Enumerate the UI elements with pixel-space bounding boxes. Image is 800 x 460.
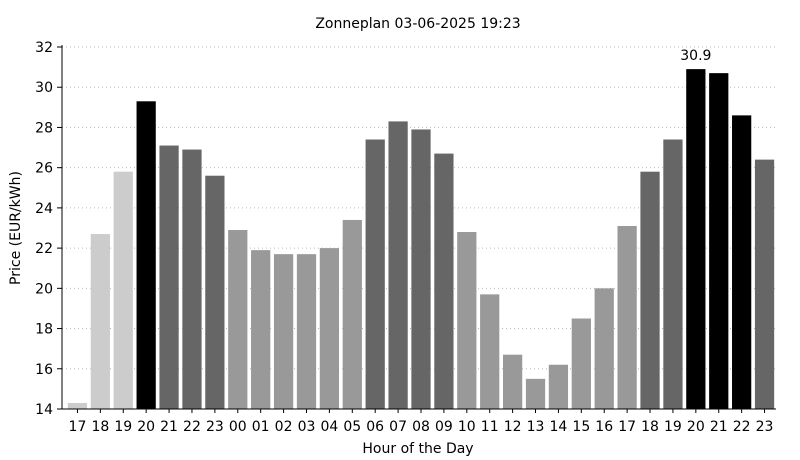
bar — [182, 149, 202, 410]
bar — [159, 145, 179, 410]
x-axis-title: Hour of the Day — [362, 441, 473, 457]
x-tick-label: 15 — [572, 419, 590, 435]
x-tick-label: 01 — [252, 419, 270, 435]
bar — [136, 101, 156, 410]
x-tick-label: 00 — [229, 419, 247, 435]
y-tick-label: 30 — [35, 80, 53, 96]
x-tick-label: 02 — [275, 419, 293, 435]
bar — [113, 171, 133, 409]
x-tick-label: 16 — [595, 419, 613, 435]
bar — [388, 121, 408, 410]
bar — [640, 171, 660, 409]
bar — [548, 364, 569, 409]
x-tick-label: 22 — [183, 419, 201, 435]
x-tick-label: 05 — [343, 419, 361, 435]
x-tick-label: 11 — [481, 419, 499, 435]
x-tick-label: 03 — [298, 419, 316, 435]
bar — [90, 234, 110, 409]
bar — [342, 219, 362, 409]
y-tick-label: 18 — [35, 322, 53, 338]
x-tick-label: 20 — [137, 419, 155, 435]
bar — [754, 159, 775, 409]
bar — [319, 248, 340, 409]
bar — [205, 175, 225, 409]
y-tick-labels: 14 16 18 20 22 24 26 28 30 32 — [35, 40, 53, 418]
y-tick-label: 28 — [35, 120, 53, 136]
y-tick-label: 14 — [35, 402, 53, 418]
x-tick-labels: 17 18 19 20 21 22 23 00 01 02 03 04 05 06 07 08 09 10 11 12… — [69, 419, 774, 435]
bar — [365, 139, 385, 409]
y-tick-label: 32 — [35, 40, 53, 56]
x-tick-label: 22 — [733, 419, 751, 435]
x-tick-label: 10 — [458, 419, 476, 435]
y-axis-title: Price (EUR/kWh) — [8, 171, 24, 285]
x-tick-label: 14 — [550, 419, 568, 435]
bar — [457, 232, 477, 409]
x-tick-label: 23 — [756, 419, 774, 435]
y-tick-label: 22 — [35, 241, 53, 257]
bar — [525, 378, 546, 409]
x-tick-label: 18 — [91, 419, 109, 435]
x-tick-label: 21 — [160, 419, 178, 435]
data-labels: 30.9 — [680, 48, 711, 64]
y-tick-label: 16 — [35, 362, 53, 378]
x-tick-label: 07 — [389, 419, 407, 435]
bar — [251, 250, 271, 409]
x-tick-label: 13 — [527, 419, 545, 435]
x-tick-label: 17 — [69, 419, 87, 435]
bar-value-label: 30.9 — [680, 48, 711, 64]
x-tick-label: 09 — [435, 419, 453, 435]
chart-title: Zonneplan 03-06-2025 19:23 — [315, 16, 520, 32]
x-tick-label: 08 — [412, 419, 430, 435]
y-tick-label: 20 — [35, 281, 53, 297]
bar — [411, 129, 431, 409]
bar — [480, 294, 500, 409]
bar — [434, 153, 454, 409]
y-tick-label: 26 — [35, 161, 53, 177]
bar — [273, 254, 294, 409]
bar — [709, 73, 729, 410]
x-tick-label: 12 — [504, 419, 522, 435]
axes — [57, 45, 776, 413]
bars — [67, 69, 775, 410]
x-tick-label: 04 — [320, 419, 338, 435]
x-tick-label: 18 — [641, 419, 659, 435]
bar — [617, 225, 637, 409]
x-tick-label: 19 — [114, 419, 132, 435]
x-tick-label: 21 — [710, 419, 728, 435]
bar — [502, 354, 523, 409]
x-tick-label: 19 — [664, 419, 682, 435]
bar — [686, 69, 706, 409]
x-tick-label: 20 — [687, 419, 705, 435]
x-tick-label: 06 — [366, 419, 384, 435]
bar — [296, 254, 317, 409]
bar — [732, 115, 752, 409]
y-tick-label: 24 — [35, 201, 53, 217]
x-tick-label: 23 — [206, 419, 224, 435]
bar — [67, 402, 88, 409]
x-tick-label: 17 — [618, 419, 636, 435]
bar — [663, 139, 683, 409]
bar — [228, 230, 248, 409]
bar — [594, 288, 614, 409]
bar — [571, 318, 591, 409]
